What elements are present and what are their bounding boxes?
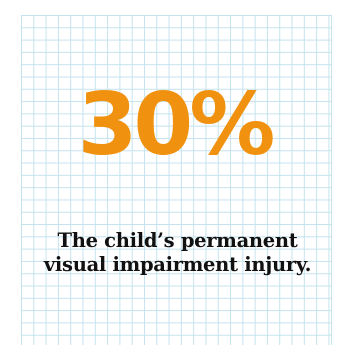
caption-line-2: visual impairment injury. [43, 253, 312, 276]
stat-caption: The child’s permanent visual impairment … [20, 229, 335, 277]
graph-paper-background [21, 15, 332, 345]
stat-percentage: 30% [77, 75, 276, 175]
caption-line-1: The child’s permanent [57, 229, 298, 252]
